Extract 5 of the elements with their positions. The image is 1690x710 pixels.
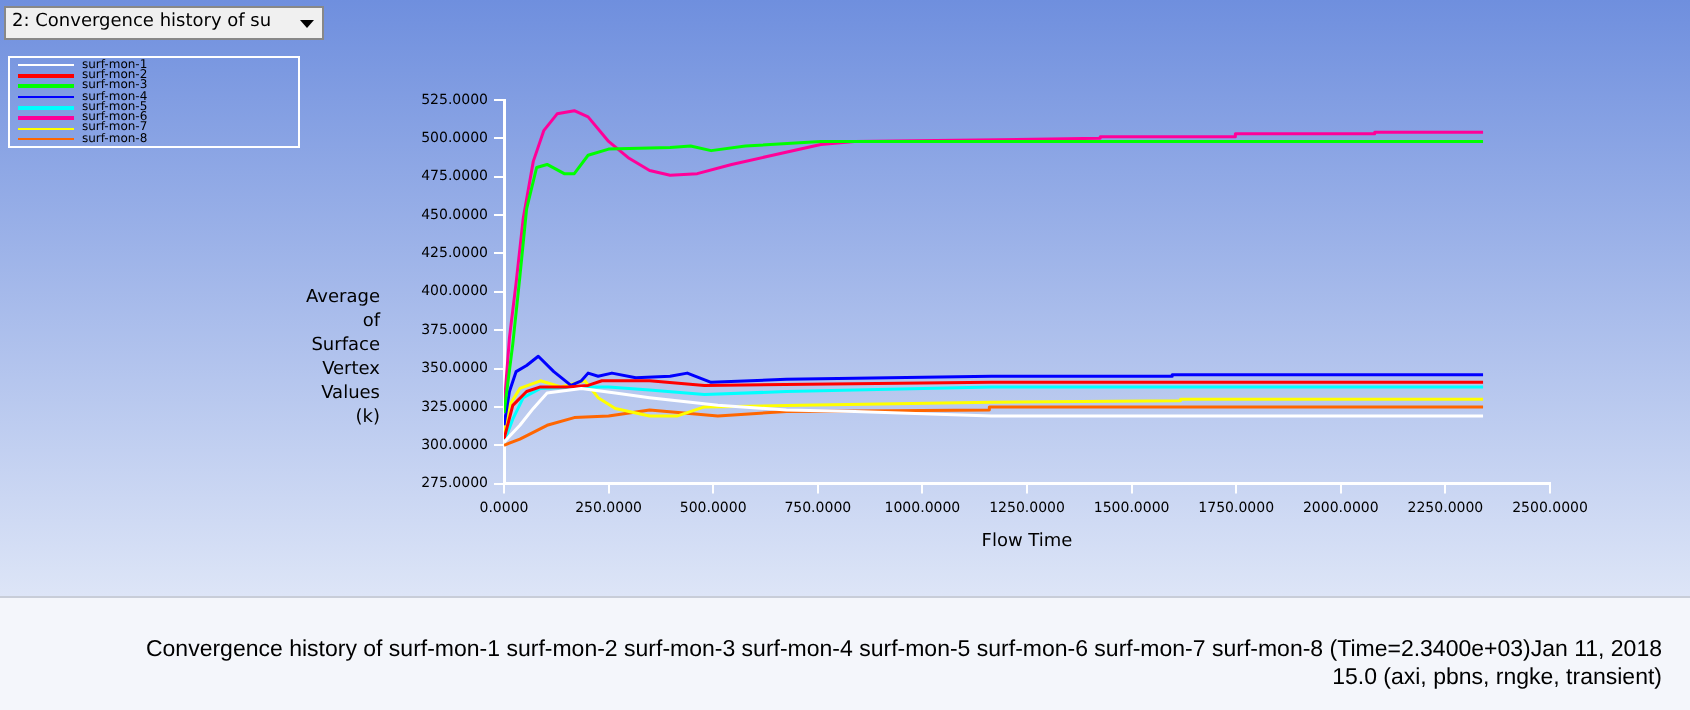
text: 15.0 (axi, pbns, rngke, transient) — [1330, 664, 1662, 692]
text: 2: Convergence history of su — [12, 10, 272, 36]
x-axis-title: Flow Time — [981, 531, 1074, 552]
y-axis-title: Average of Surface Vertex Values (k) — [306, 286, 380, 430]
text: Convergence history of surf-mon-1 surf-mon-2 surf-mon-3 surf-mon-4 surf-mon-5 surf-mon-6 surf-mon-7 surf-mon-8 (Time=2.3400e+03)Jan 11, 2018 — [145, 636, 1662, 664]
